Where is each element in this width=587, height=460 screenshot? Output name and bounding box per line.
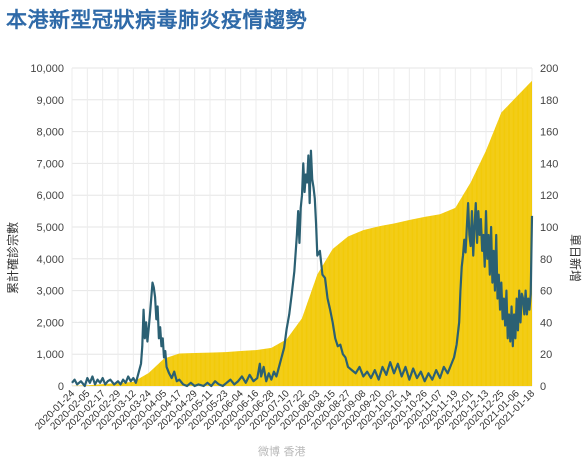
- cumulative-area: [72, 80, 532, 386]
- right-tick-label: 0: [540, 381, 546, 393]
- right-axis-label: 單日新增: [568, 234, 583, 282]
- x-axis-ticks: 2020-01-242020-02-052020-02-172020-02-29…: [33, 388, 537, 432]
- right-tick-label: 120: [540, 190, 558, 202]
- cumulative-area-layer: [71, 80, 533, 386]
- right-tick-label: 80: [540, 254, 552, 266]
- right-tick-label: 20: [540, 349, 552, 361]
- right-tick-label: 40: [540, 317, 552, 329]
- left-axis-label: 累計確診宗數: [5, 222, 20, 294]
- right-tick-label: 180: [540, 95, 558, 107]
- left-tick-label: 4,000: [36, 254, 64, 266]
- left-tick-label: 2,000: [36, 317, 64, 329]
- left-tick-label: 1,000: [36, 349, 64, 361]
- right-tick-label: 160: [540, 127, 558, 139]
- left-tick-label: 3,000: [36, 286, 64, 298]
- left-tick-label: 8,000: [36, 127, 64, 139]
- left-tick-label: 7,000: [36, 158, 64, 170]
- left-tick-label: 0: [58, 381, 64, 393]
- left-tick-label: 9,000: [36, 95, 64, 107]
- left-axis-ticks: 0 1,000 2,000 3,000 4,000 5,000 6,000 7,000 8,00…: [30, 63, 64, 393]
- left-tick-label: 5,000: [36, 222, 64, 234]
- chart-title: 本港新型冠狀病毒肺炎疫情趨勢: [6, 8, 307, 32]
- right-tick-label: 140: [540, 158, 558, 170]
- daily-line-layer: [71, 149, 534, 388]
- watermark: 微博 香港: [258, 445, 306, 458]
- daily-line: [71, 149, 534, 388]
- right-tick-label: 100: [540, 222, 558, 234]
- right-tick-label: 200: [540, 63, 558, 75]
- left-tick-label: 6,000: [36, 190, 64, 202]
- right-axis-ticks: 0 20 40 60 80 100 120 140 160 180 200: [540, 63, 558, 393]
- right-tick-label: 60: [540, 286, 552, 298]
- left-tick-label: 10,000: [30, 63, 64, 75]
